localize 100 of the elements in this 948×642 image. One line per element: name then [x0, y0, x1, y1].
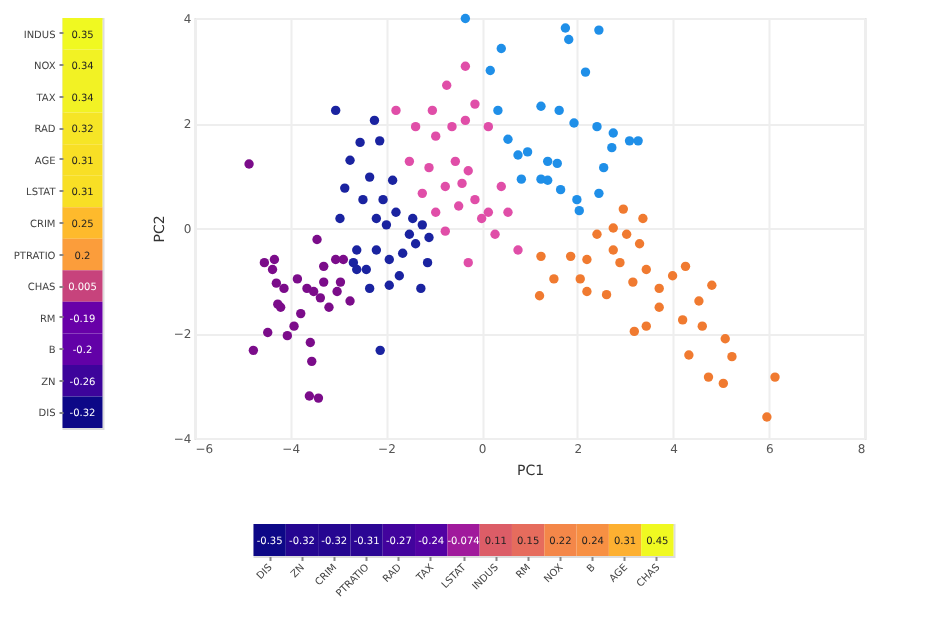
point — [727, 351, 737, 362]
point — [580, 67, 591, 77]
point — [307, 356, 317, 367]
point — [335, 213, 345, 224]
point — [496, 181, 506, 192]
point — [371, 213, 382, 224]
point — [463, 257, 473, 268]
point — [503, 207, 513, 217]
point — [667, 271, 678, 281]
point — [345, 296, 355, 306]
point — [324, 302, 334, 312]
point — [394, 271, 405, 281]
point — [352, 245, 362, 255]
point — [319, 261, 329, 272]
point — [608, 223, 618, 233]
point — [654, 283, 664, 294]
point — [552, 158, 562, 169]
point — [330, 254, 341, 265]
point — [629, 326, 639, 337]
point — [457, 178, 467, 189]
point — [680, 261, 691, 272]
point — [641, 264, 651, 275]
point — [694, 296, 704, 306]
point — [332, 286, 342, 297]
point — [470, 194, 480, 205]
point — [361, 264, 371, 275]
point — [391, 207, 401, 217]
point — [569, 118, 579, 128]
point — [375, 345, 385, 356]
point — [424, 232, 434, 243]
point — [503, 134, 513, 144]
point — [384, 254, 394, 265]
point — [608, 245, 618, 255]
point — [654, 302, 664, 312]
point — [460, 13, 471, 24]
point — [493, 105, 503, 116]
point — [364, 172, 375, 182]
point — [387, 175, 398, 185]
point — [565, 251, 576, 262]
point — [470, 99, 480, 109]
point — [697, 321, 707, 331]
point — [594, 188, 604, 199]
point — [534, 291, 545, 301]
point — [592, 229, 602, 239]
point — [555, 184, 566, 195]
point — [424, 162, 434, 173]
point — [259, 257, 270, 268]
point — [601, 289, 612, 300]
point — [442, 80, 452, 90]
point — [319, 277, 329, 287]
point — [543, 156, 553, 167]
point — [574, 205, 584, 216]
point — [269, 254, 280, 265]
point — [352, 264, 362, 275]
point — [720, 334, 730, 344]
point — [305, 337, 315, 348]
point — [381, 220, 392, 230]
point — [536, 174, 546, 184]
point — [431, 207, 441, 217]
point — [608, 128, 618, 138]
point — [355, 137, 365, 148]
point — [496, 43, 506, 54]
point — [384, 280, 394, 290]
point — [410, 121, 421, 132]
point — [633, 136, 643, 146]
point — [450, 156, 461, 167]
point — [516, 174, 527, 184]
point — [624, 136, 635, 146]
point — [615, 257, 625, 268]
point — [490, 229, 500, 239]
point — [607, 142, 617, 153]
point — [594, 25, 604, 35]
point — [345, 155, 355, 165]
point — [282, 330, 293, 341]
point — [641, 321, 651, 331]
point — [330, 105, 341, 116]
point — [621, 229, 632, 239]
point — [536, 101, 546, 111]
point — [718, 378, 729, 389]
point — [313, 393, 324, 403]
point — [417, 188, 427, 199]
point — [364, 283, 375, 294]
point — [427, 105, 438, 116]
point — [375, 136, 385, 146]
point — [340, 183, 350, 193]
point — [513, 245, 523, 255]
point — [582, 254, 592, 265]
point — [513, 150, 523, 160]
point — [391, 105, 401, 116]
point — [338, 254, 349, 265]
point — [564, 34, 574, 45]
point — [371, 245, 382, 255]
point — [762, 412, 772, 422]
point — [549, 274, 559, 284]
point — [289, 321, 299, 331]
point — [422, 257, 433, 268]
point — [358, 194, 368, 205]
point — [598, 162, 609, 173]
point — [684, 350, 694, 360]
point — [703, 372, 714, 382]
